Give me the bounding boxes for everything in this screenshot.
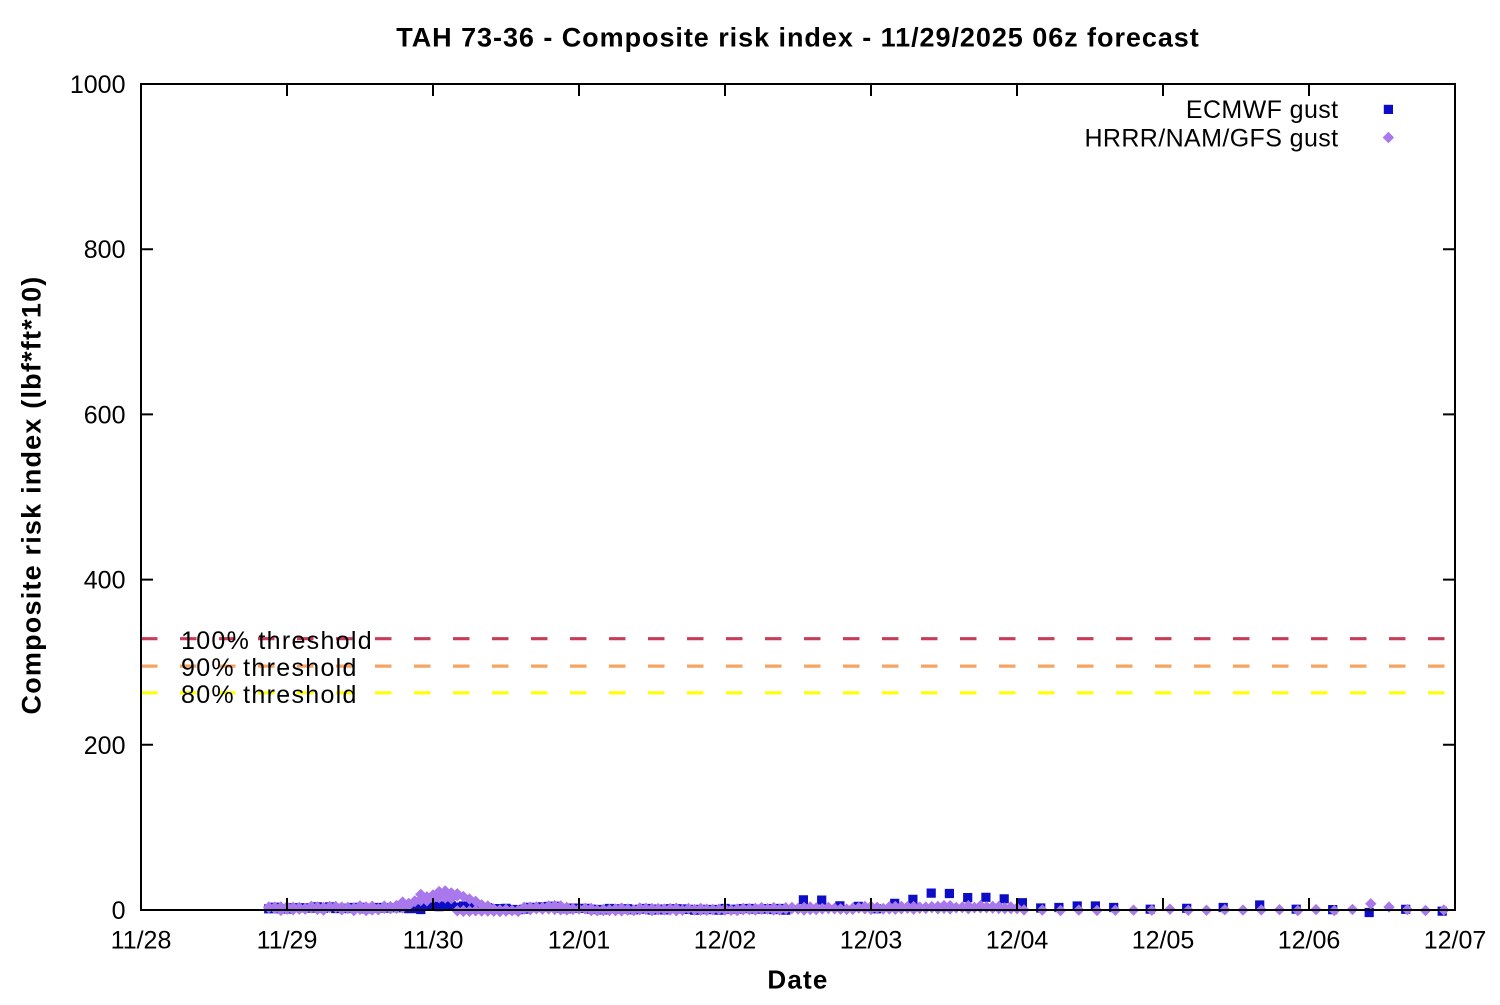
svg-text:12/05: 12/05 [1132,926,1195,954]
svg-text:Composite risk index (lbf*ft*1: Composite risk index (lbf*ft*10) [17,276,47,715]
svg-text:11/28: 11/28 [111,926,172,954]
svg-text:12/01: 12/01 [548,926,611,954]
svg-text:ECMWF gust: ECMWF gust [1186,96,1339,124]
svg-text:600: 600 [84,401,126,429]
svg-text:12/04: 12/04 [986,926,1049,954]
svg-text:11/30: 11/30 [403,926,464,954]
svg-text:100% threshold: 100% threshold [181,627,373,655]
svg-text:0: 0 [112,897,126,925]
svg-text:12/06: 12/06 [1278,926,1341,954]
svg-text:90% threshold: 90% threshold [181,654,358,682]
svg-text:400: 400 [84,567,126,595]
svg-text:1000: 1000 [70,71,126,99]
svg-text:200: 200 [84,732,126,760]
svg-text:80% threshold: 80% threshold [181,681,358,709]
svg-text:11/29: 11/29 [257,926,318,954]
svg-text:HRRR/NAM/GFS gust: HRRR/NAM/GFS gust [1084,124,1338,152]
svg-text:12/07: 12/07 [1424,926,1487,954]
svg-text:800: 800 [84,236,126,264]
svg-text:12/02: 12/02 [694,926,757,954]
svg-text:TAH 73-36 - Composite risk ind: TAH 73-36 - Composite risk index - 11/29… [396,23,1199,53]
svg-text:Date: Date [767,965,828,995]
svg-text:12/03: 12/03 [840,926,903,954]
